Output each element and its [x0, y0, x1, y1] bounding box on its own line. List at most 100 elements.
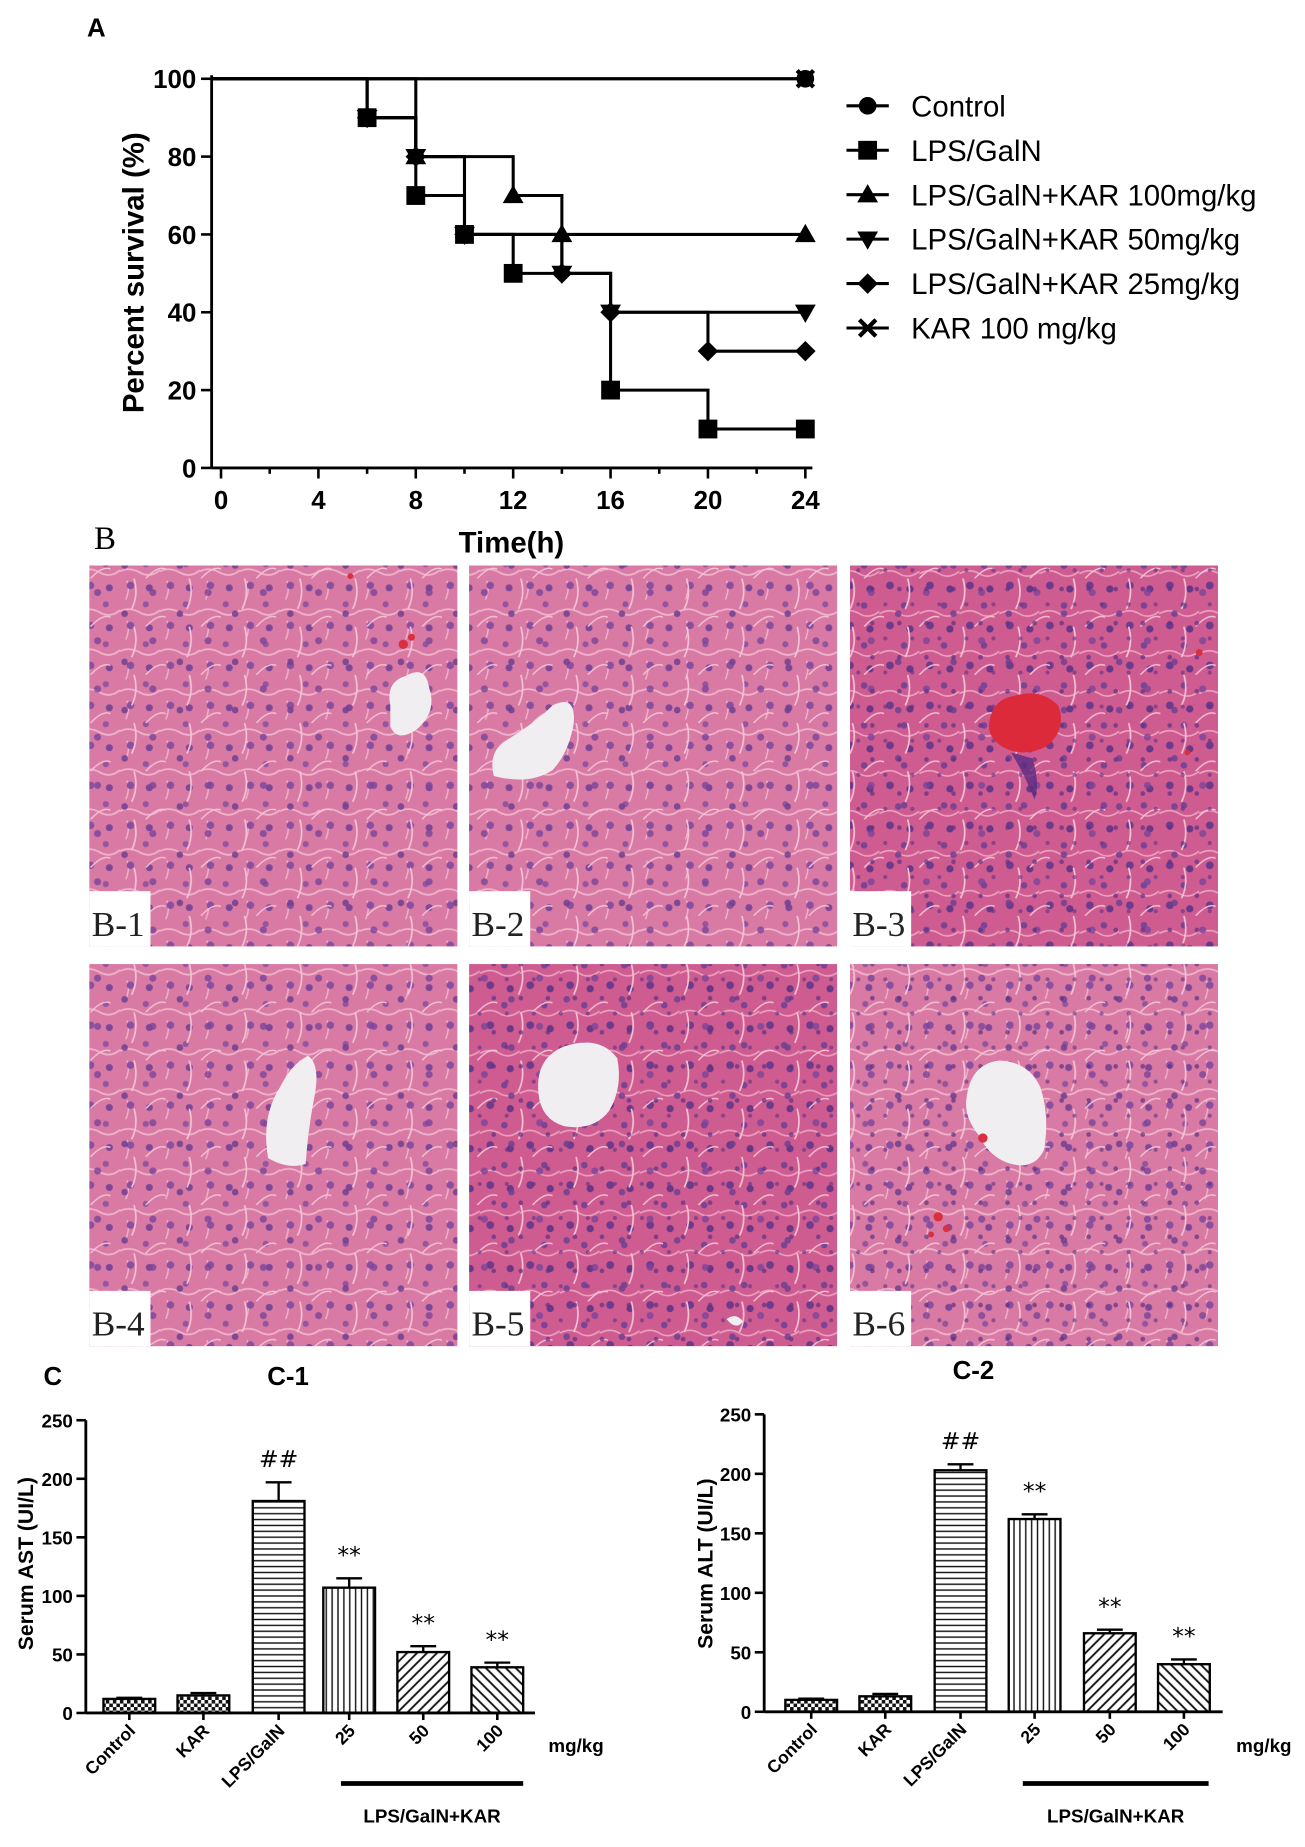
legend-label: KAR 100 mg/kg: [911, 313, 1117, 346]
histology-label-b4: B-4: [92, 1305, 145, 1344]
bar-50: [396, 1650, 451, 1715]
bar-group-lps-galn: ## LPS/GalN: [218, 1445, 306, 1791]
panel-label-a: A: [87, 14, 106, 42]
histology-label-box: [850, 1290, 912, 1347]
data-point-kar-100-mg-kg: [795, 69, 816, 89]
bar-group-50: ** 50: [396, 1609, 451, 1748]
y-tick-label: 150: [42, 1527, 73, 1548]
legend-label: Control: [911, 90, 1006, 123]
y-tick-label: 50: [730, 1642, 751, 1663]
y-tick-label: 0: [182, 455, 196, 483]
group-label: LPS/GalN+KAR: [1047, 1805, 1185, 1826]
legend-label: LPS/GalN+KAR 25mg/kg: [911, 268, 1240, 301]
bar-100: [1156, 1663, 1211, 1713]
legend-item-kar-100-mg-kg: KAR 100 mg/kg: [846, 313, 1117, 346]
survival-line-lps-galn-kar-25mg-kg: [212, 77, 806, 353]
central-vein-lumen: [492, 702, 574, 780]
histology-label-box: [850, 891, 912, 947]
survival-line-lps-galn-kar-100mg-kg: [212, 77, 806, 236]
data-point-lps-galn-kar-25mg-kg: [795, 340, 816, 362]
data-point-lps-galn: [601, 380, 620, 400]
y-tick-label: 0: [741, 1702, 751, 1723]
x-tick-label: LPS/GalN: [899, 1719, 970, 1790]
x-tick-label: KAR: [172, 1720, 213, 1761]
x-tick-label: 50: [1092, 1719, 1120, 1747]
x-tick-label: 100: [472, 1720, 507, 1755]
legend-item-lps-galn-kar-25mg-kg: LPS/GalN+KAR 25mg/kg: [846, 268, 1240, 301]
legend-marker-diamond: [857, 273, 878, 294]
x-tick-label: 100: [1159, 1719, 1194, 1754]
bar-group-kar: KAR: [854, 1692, 913, 1760]
bar-group-100: ** 100: [1156, 1622, 1211, 1754]
panel-label-c: C: [44, 1363, 63, 1391]
significance-mark: **: [411, 1609, 435, 1637]
hemorrhage-area: [988, 693, 1062, 753]
y-tick-label: 100: [153, 66, 196, 94]
legend-marker-triangle-down: [857, 231, 879, 250]
bar-lps-galn: [933, 1469, 988, 1713]
data-point-lps-galn-kar-25mg-kg: [356, 107, 378, 128]
histology-label-b1: B-1: [92, 905, 145, 944]
central-vein-lumen: [538, 1042, 619, 1128]
x-axis-label: Time(h): [459, 527, 565, 560]
bar-kar: [858, 1695, 913, 1713]
survival-chart: 0 20 40 60 80 100 0 4 8 12 16 20 24 Percent survival …: [117, 66, 1256, 559]
y-tick-label: 100: [42, 1586, 73, 1607]
bar-kar: [176, 1694, 231, 1715]
legend-item-control: Control: [846, 90, 1006, 123]
bar-group-kar: KAR: [172, 1691, 231, 1762]
y-tick-label: 60: [168, 222, 197, 250]
histology-label-b2: B-2: [471, 905, 524, 944]
data-point-lps-galn: [698, 419, 718, 439]
x-tick-label: 0: [214, 487, 228, 515]
histology-label-box: [89, 891, 151, 947]
legend-marker-triangle-up: [857, 184, 879, 203]
bar-50: [1082, 1632, 1137, 1713]
data-point-lps-galn-kar-25mg-kg: [697, 340, 719, 362]
y-axis-label: Percent survival (%): [117, 132, 150, 413]
panel-label-b: B: [94, 521, 116, 557]
data-point-lps-galn: [503, 263, 523, 283]
significance-mark: **: [337, 1541, 361, 1569]
significance-mark: **: [486, 1625, 510, 1653]
y-tick-label: 20: [168, 378, 197, 406]
data-point-lps-galn-kar-25mg-kg: [600, 302, 621, 323]
x-tick-label: 16: [596, 487, 625, 515]
x-tick-label: 25: [1016, 1719, 1044, 1747]
y-axis-label: Serum AST (UI/L): [15, 1477, 38, 1650]
y-tick-label: 50: [52, 1644, 73, 1665]
survival-line-lps-galn: [212, 77, 806, 431]
x-tick-label: 25: [331, 1720, 359, 1748]
histology-image-b4: B-4: [89, 964, 458, 1347]
y-tick-label: 150: [720, 1523, 751, 1544]
legend-label: LPS/GalN+KAR 100mg/kg: [911, 179, 1256, 212]
y-tick-label: 200: [720, 1464, 751, 1485]
y-tick-label: 250: [42, 1410, 73, 1431]
bar-group-100: ** 100: [470, 1625, 525, 1755]
bar-lps-galn: [251, 1499, 306, 1715]
histology-image-b2: B-2: [469, 565, 838, 947]
x-tick-label: 24: [791, 487, 820, 515]
bar-25: [1007, 1517, 1062, 1713]
y-tick-label: 0: [62, 1703, 72, 1724]
significance-mark: ##: [941, 1427, 980, 1455]
legend-label: LPS/GalN+KAR 50mg/kg: [911, 224, 1240, 257]
central-vein-lumen: [389, 672, 432, 736]
bar-group-25: ** 25: [322, 1541, 377, 1748]
y-tick-label: 250: [720, 1404, 751, 1425]
y-tick-label: 80: [168, 144, 197, 172]
bar-group-50: ** 50: [1082, 1592, 1137, 1747]
histology-label-box: [469, 891, 531, 947]
histology-label-box: [469, 1290, 531, 1347]
x-tick-label: 20: [694, 487, 723, 515]
legend-label: LPS/GalN: [911, 135, 1042, 168]
chart-title: C-2: [953, 1357, 995, 1385]
bar-group-25: ** 25: [1007, 1477, 1062, 1747]
data-point-lps-galn-kar-25mg-kg: [551, 263, 573, 284]
data-point-lps-galn-kar-25mg-kg: [454, 224, 475, 245]
data-point-lps-galn: [795, 419, 815, 439]
legend-marker-cross: [857, 318, 878, 338]
chart-title: C-1: [267, 1363, 309, 1391]
y-tick-label: 200: [42, 1469, 73, 1490]
